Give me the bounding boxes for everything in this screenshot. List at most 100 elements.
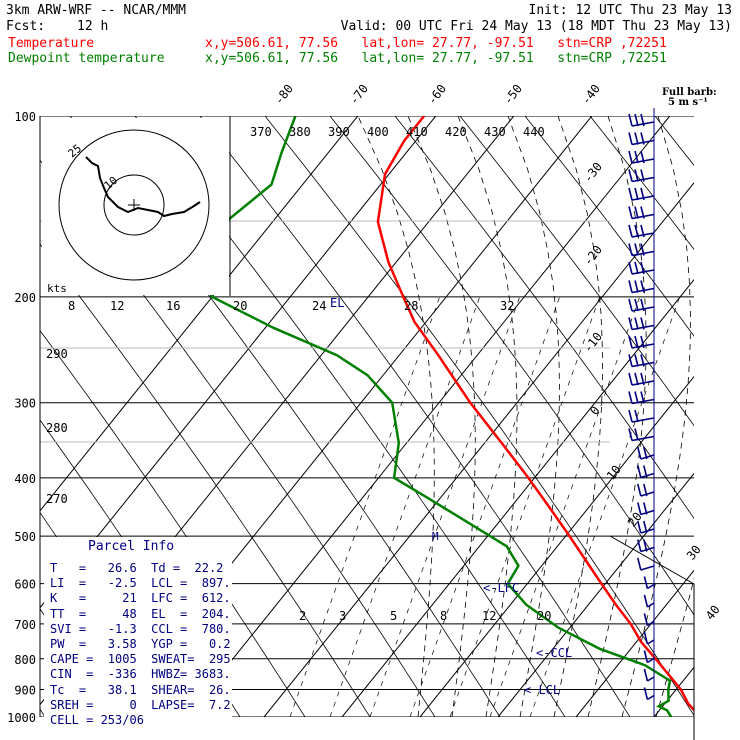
mixing-ratio-line	[409, 295, 561, 717]
wind-barb-flag	[628, 372, 633, 386]
adiabat-label-left: 270	[46, 492, 68, 506]
wind-barb-shaft	[640, 454, 655, 460]
wind-barb-shaft	[640, 491, 655, 497]
wind-barb-shaft	[646, 583, 655, 590]
wind-barb-flag	[643, 613, 649, 626]
wind-barb-shaft	[640, 528, 655, 534]
wind-barb-flag	[634, 317, 639, 330]
wind-barb-flag	[640, 224, 645, 238]
wind-barb-flag	[640, 280, 645, 293]
dry-adiabat	[40, 243, 371, 717]
parcel-info-row: CAPE = 1005 SWEAT= 295	[50, 652, 231, 667]
wind-barb-flag	[640, 372, 645, 386]
isotherm-label: -30	[581, 160, 605, 186]
barb-key-title: Full barb:	[662, 87, 717, 98]
dry-adiabat	[654, 116, 694, 166]
wind-barb-flag	[640, 187, 645, 201]
wind-barb	[643, 613, 655, 627]
wind-barb-flag	[643, 668, 649, 682]
adiabat-label: 430	[484, 125, 506, 139]
wind-barb-flag	[634, 354, 639, 367]
wind-barb	[643, 668, 655, 682]
wind-barb	[628, 317, 655, 331]
mixing-ratio-label-lower: 3	[339, 609, 346, 623]
wind-barb	[628, 206, 655, 220]
wind-barb-flag	[628, 113, 633, 127]
legend-dewpoint: Dewpoint temperature	[8, 51, 165, 66]
isotherm-label: 30	[684, 543, 704, 563]
wind-barb	[628, 243, 655, 257]
mixing-ratio-label: 16	[166, 299, 180, 313]
wind-barb	[628, 335, 655, 349]
isotherm-label: 20	[625, 510, 645, 530]
wind-barb-flag	[643, 520, 648, 534]
wind-barb	[637, 465, 655, 479]
mixing-ratio-label-lower: 2	[299, 609, 306, 623]
wind-barb-flag	[634, 372, 639, 386]
wind-barb	[628, 428, 655, 442]
wind-barb-shaft	[646, 676, 655, 682]
legend-dewpoint-info: x,y=506.61, 77.56 lat,lon= 27.77, -97.51…	[205, 51, 667, 66]
wind-barb-flag	[628, 224, 633, 238]
wind-barb-flag	[628, 169, 633, 182]
wind-barb-flag	[643, 483, 648, 497]
barb-guide	[609, 535, 695, 740]
wind-barb-flag	[640, 169, 645, 182]
wind-barb	[628, 391, 655, 405]
wind-barb-flag	[640, 335, 645, 349]
wind-barb	[628, 261, 655, 275]
wind-barb	[637, 483, 655, 497]
moist-adiabat	[553, 116, 603, 717]
wind-barb	[628, 354, 655, 368]
parcel-info-row: TT = 48 EL = 204.	[50, 606, 231, 621]
wind-barb-flag	[634, 169, 639, 182]
wind-barb-flag	[637, 557, 642, 571]
wind-barb-flag	[637, 465, 642, 478]
wind-barb-flag	[628, 150, 633, 164]
wind-barb-flag	[634, 261, 639, 275]
adiabat-label: 420	[445, 125, 467, 139]
wind-barb-flag	[643, 650, 649, 663]
wind-barb	[643, 650, 655, 664]
wind-barb	[628, 150, 655, 164]
wind-barb-shaft	[646, 602, 655, 608]
wind-barb-flag	[643, 687, 649, 700]
mixing-ratio-label: 32	[500, 299, 514, 313]
dry-adiabat	[589, 116, 694, 250]
wind-barb-shaft	[646, 657, 655, 664]
pressure-label: 100	[14, 110, 36, 124]
wind-barb	[628, 169, 655, 183]
wind-barb-flag	[634, 391, 639, 404]
pressure-label: 800	[14, 653, 36, 667]
parcel-info-title: Parcel Info	[88, 539, 175, 554]
wind-barb-flag	[643, 446, 648, 460]
isotherm-label: 0	[587, 403, 602, 417]
isotherm-label: -20	[581, 243, 605, 269]
model-title: 3km ARW-WRF -- NCAR/MMM	[6, 3, 187, 18]
wind-barb-flag	[637, 539, 642, 552]
wind-barbs: Full barb:5 m s⁻¹	[609, 87, 717, 740]
wind-barb	[643, 687, 655, 701]
wind-barb-flag	[634, 298, 639, 312]
wind-barb-flag	[628, 187, 633, 201]
wind-barb-flag	[628, 280, 633, 293]
wind-barb	[637, 557, 655, 571]
wind-barb-flag	[628, 317, 633, 330]
mixing-ratio-label: 24	[312, 299, 326, 313]
temperature-profile	[376, 116, 694, 712]
moist-adiabat	[407, 116, 476, 717]
pressure-label: 500	[14, 530, 36, 544]
isotherm-line	[40, 116, 359, 512]
mixing-ratio-line	[489, 295, 641, 717]
dry-adiabat	[69, 116, 501, 717]
pressure-label: 200	[14, 291, 36, 305]
wind-barb-flag	[640, 298, 645, 312]
wind-barb-flag	[637, 520, 642, 534]
pressure-label: 1000	[7, 711, 36, 725]
isotherm-label: -40	[579, 82, 603, 108]
isotherm-line	[263, 182, 694, 717]
wind-barb-flag	[640, 261, 645, 275]
adiabat-label: 410	[406, 125, 428, 139]
moist-adiabat	[357, 116, 435, 717]
